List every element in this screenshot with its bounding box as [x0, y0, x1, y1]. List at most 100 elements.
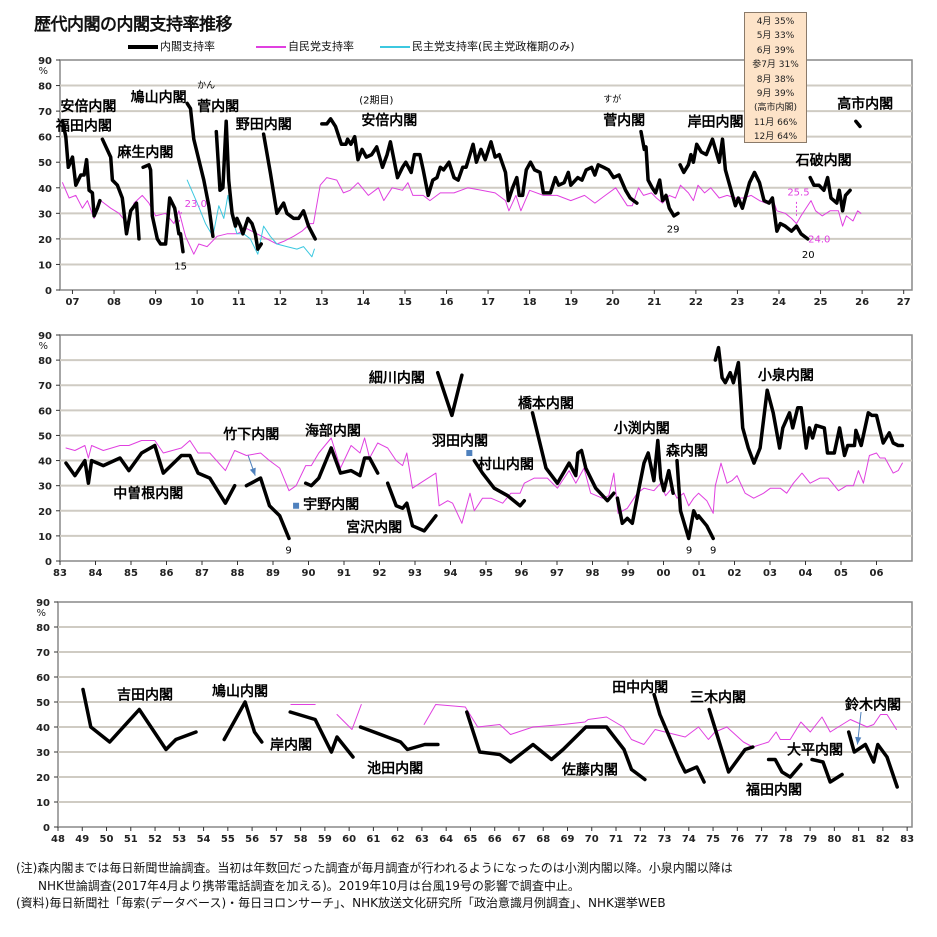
cabinet-approval-point-hata: [466, 450, 473, 457]
ldp-support-line: [336, 704, 362, 730]
x-tick-label: 98: [586, 568, 600, 579]
x-tick-label: 94: [444, 568, 458, 579]
chart-annotation: 高市内閣: [837, 96, 893, 113]
y-tick-label: 20: [38, 235, 52, 246]
legend-item-dpj: 民主党支持率(民主党政権期のみ): [380, 38, 575, 54]
y-tick-label: 60: [38, 133, 52, 144]
chart-annotation: 森内閣: [666, 443, 708, 460]
y-tick-label: 50: [38, 158, 52, 169]
chart-annotation: 菅内閣: [197, 98, 239, 115]
plot-area: [59, 334, 913, 562]
chart-annotation: 福田内閣: [55, 117, 112, 134]
cabinet-approval-line-hosokawa: [435, 370, 464, 418]
ldp-support-line: [65, 437, 903, 524]
legend-swatch-ldp: [256, 46, 286, 48]
x-tick-label: 97: [550, 568, 564, 579]
cabinet-approval-line-ikeda: [358, 725, 440, 752]
x-tick-label: 57: [269, 834, 283, 845]
chart-annotation: 中曽根内閣: [113, 485, 183, 502]
inset-line: 9月 39%: [756, 89, 795, 100]
chart-annotation: 村山内閣: [478, 456, 534, 473]
cabinet-approval-line-tanaka: [652, 692, 706, 784]
x-tick-label: 12: [273, 297, 287, 308]
chart-annotation: 田中内閣: [612, 679, 668, 696]
x-tick-label: 51: [124, 834, 138, 845]
x-tick-label: 60: [342, 834, 356, 845]
x-tick-label: 05: [834, 568, 848, 579]
cabinet-approval-line-obuchi: [615, 438, 675, 526]
legend-swatch-dpj: [380, 46, 410, 48]
x-tick-label: 74: [682, 834, 696, 845]
inset-line: (高市内閣): [753, 103, 798, 114]
chart-annotation: 9: [686, 545, 692, 556]
y-unit-label: %: [38, 341, 48, 352]
y-tick-label: 40: [38, 457, 52, 468]
x-tick-label: 70: [585, 834, 599, 845]
chart-annotation: 安倍内閣: [361, 112, 417, 129]
y-tick-label: 90: [38, 56, 52, 67]
y-tick-label: 80: [36, 623, 50, 634]
cabinet-approval-line-kishi: [288, 710, 355, 759]
arrow-head-icon: [249, 467, 256, 476]
y-tick-label: 10: [38, 260, 52, 271]
x-tick-label: 21: [647, 297, 661, 308]
y-tick-label: 0: [45, 557, 52, 568]
y-tick-label: 10: [38, 532, 52, 543]
y-tick-label: 70: [38, 381, 52, 392]
x-tick-label: 63: [415, 834, 429, 845]
legend-label: 自民党支持率: [288, 40, 354, 53]
y-unit-label: %: [38, 66, 48, 77]
cabinet-approval-line-kan: [214, 119, 263, 251]
cabinet-approval-line-hatoyama: [185, 101, 215, 239]
x-tick-label: 52: [148, 834, 162, 845]
chart-annotation: 9: [285, 545, 291, 556]
x-tick-label: 99: [621, 568, 635, 579]
x-tick-label: 09: [149, 297, 163, 308]
cabinet-approval-line-fukuda: [766, 757, 803, 779]
y-tick-label: 0: [45, 286, 52, 297]
cabinet-approval-line-koizumi: [713, 345, 905, 465]
x-tick-label: 02: [728, 568, 742, 579]
cabinet-approval-point-uno: [293, 502, 300, 509]
chart-annotation: 池田内閣: [367, 760, 423, 777]
x-tick-label: 49: [75, 834, 89, 845]
x-tick-label: 75: [706, 834, 720, 845]
ldp-support-line: [423, 704, 897, 748]
x-tick-label: 85: [124, 568, 138, 579]
y-tick-label: 0: [43, 823, 50, 834]
chart-annotation: 麻生内閣: [116, 144, 173, 161]
inset-line: 6月 39%: [756, 45, 795, 56]
x-tick-label: 26: [855, 297, 869, 308]
y-tick-label: 30: [38, 209, 52, 220]
inset-line: 8月 38%: [756, 74, 795, 85]
ldp-marker: [178, 211, 182, 224]
cabinet-approval-line-abe1: [60, 119, 102, 218]
x-tick-label: 92: [373, 568, 387, 579]
x-tick-label: 27: [897, 297, 911, 308]
x-tick-label: 16: [440, 297, 454, 308]
x-tick-label: 89: [266, 568, 280, 579]
x-tick-label: 78: [779, 834, 793, 845]
x-tick-label: 17: [481, 297, 495, 308]
cabinet-approval-line-yoshida: [81, 687, 198, 752]
x-tick-label: 18: [523, 297, 537, 308]
chart-annotation: 小泉内閣: [758, 367, 814, 384]
x-tick-label: 73: [658, 834, 672, 845]
x-tick-label: 83: [53, 568, 67, 579]
x-tick-label: 54: [197, 834, 211, 845]
inset-line: 12月 64%: [753, 132, 798, 143]
chart-annotation: 竹下内閣: [222, 426, 279, 443]
x-tick-label: 48: [51, 834, 65, 845]
x-tick-label: 20: [606, 297, 620, 308]
y-tick-label: 80: [38, 82, 52, 93]
legend-item-cabinet: 内閣支持率: [128, 38, 215, 54]
x-tick-label: 93: [408, 568, 422, 579]
chart-panel-3: 0 10 20 30 40 50 60 70 80 90% 48 49 50 51 52 53 54 55 56 57…: [36, 598, 914, 845]
x-tick-label: 19: [564, 297, 578, 308]
x-tick-label: 96: [515, 568, 529, 579]
x-tick-label: 91: [337, 568, 351, 579]
cabinet-approval-line-aso: [141, 163, 185, 254]
x-tick-label: 00: [657, 568, 671, 579]
chart-annotation: 20: [802, 250, 815, 261]
cabinet-approval-line-nakasone: [64, 443, 237, 505]
